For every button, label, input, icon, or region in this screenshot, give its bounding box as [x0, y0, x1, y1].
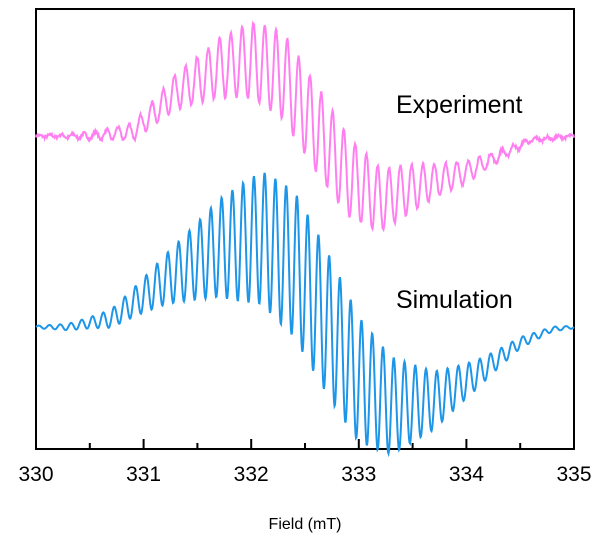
x-axis-tick-labels: 330 331 332 333 334 335 [18, 463, 591, 486]
x-tick-label: 334 [449, 463, 484, 486]
series-line-experiment [35, 20, 575, 233]
x-tick-label: 332 [234, 463, 269, 486]
plot-frame [35, 8, 575, 450]
x-tick-label: 333 [341, 463, 376, 486]
series-line-simulation [35, 172, 575, 458]
series-label-experiment: Experiment [396, 91, 522, 119]
x-tick-label: 330 [18, 463, 53, 486]
x-axis-ticks [35, 439, 575, 449]
series-label-simulation: Simulation [396, 286, 513, 314]
x-tick-label: 335 [556, 463, 591, 486]
x-axis-label: Field (mT) [269, 516, 342, 533]
x-tick-label: 331 [126, 463, 161, 486]
series-group [35, 20, 575, 458]
